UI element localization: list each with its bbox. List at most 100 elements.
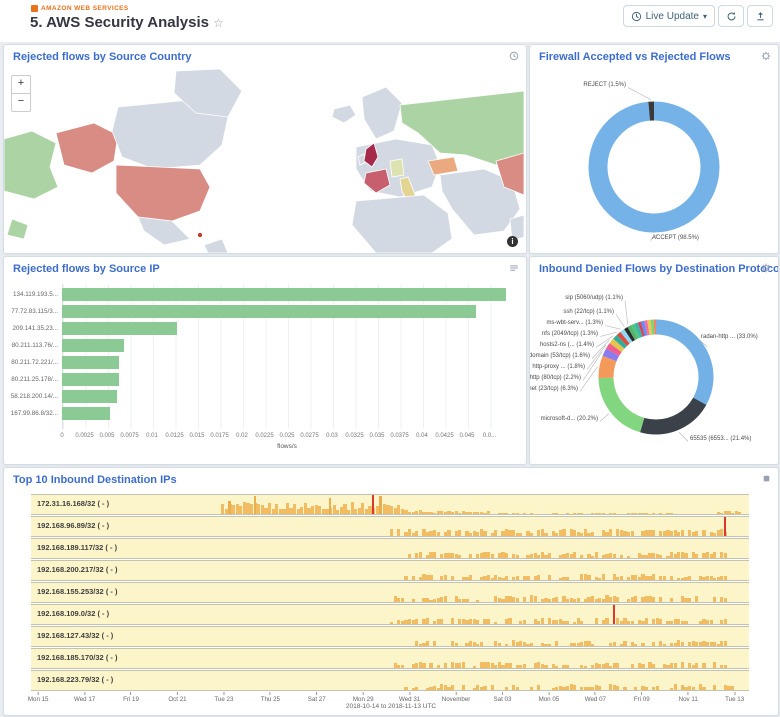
- activity-bar: [537, 684, 541, 690]
- time-tick-mark: [269, 692, 271, 695]
- activity-bar: [551, 663, 555, 668]
- share-button[interactable]: [747, 5, 773, 27]
- world-map[interactable]: + − i: [4, 69, 526, 253]
- map-country-france[interactable]: [363, 168, 391, 194]
- activity-bar: [648, 575, 652, 580]
- heat-row[interactable]: 192.168.155.253/32 ( - ): [31, 582, 749, 603]
- map-country-mexico[interactable]: [137, 216, 191, 246]
- heat-row[interactable]: 192.168.185.170/32 ( - ): [31, 648, 749, 669]
- activity-bar: [526, 555, 530, 558]
- grid-icon[interactable]: [762, 474, 771, 483]
- activity-bar: [415, 531, 419, 536]
- refresh-button[interactable]: [718, 5, 744, 27]
- activity-bar: [468, 532, 473, 536]
- heat-row[interactable]: 192.168.223.79/32 ( - ): [31, 670, 749, 691]
- activity-bar: [454, 596, 458, 602]
- map-country-ukraine[interactable]: [427, 156, 459, 176]
- gear-icon[interactable]: [761, 263, 771, 273]
- heat-row[interactable]: 192.168.127.43/32 ( - ): [31, 626, 749, 647]
- bar[interactable]: [62, 288, 506, 301]
- activity-bar: [530, 553, 534, 558]
- bar[interactable]: [62, 390, 117, 403]
- zoom-out-button[interactable]: −: [11, 94, 31, 112]
- map-se-asia[interactable]: [509, 214, 524, 242]
- bar[interactable]: [62, 339, 125, 352]
- activity-bar: [350, 502, 354, 514]
- donut-slice-other-8[interactable]: [598, 319, 714, 435]
- map-country-iceland[interactable]: [331, 104, 357, 124]
- map-scandinavia[interactable]: [361, 86, 403, 140]
- activity-bar: [275, 503, 279, 514]
- panel-title[interactable]: Rejected flows by Source IP: [13, 263, 160, 275]
- activity-bar: [569, 529, 573, 536]
- map-country-uk[interactable]: [363, 142, 379, 168]
- activity-bar: [547, 575, 552, 580]
- heat-row[interactable]: 192.168.189.117/32 ( - ): [31, 538, 749, 559]
- map-country-alaska-wrap[interactable]: [495, 152, 524, 196]
- donut-slice-65535[interactable]: [598, 319, 714, 435]
- x-tick-label: 0.0025: [75, 433, 94, 439]
- map-attribution-icon[interactable]: i: [507, 236, 518, 247]
- map-country-russia-east[interactable]: [4, 130, 59, 200]
- time-tick-mark: [362, 692, 364, 695]
- activity-bar: [490, 663, 494, 668]
- map-country-russia[interactable]: [399, 90, 524, 166]
- map-country-germany[interactable]: [389, 158, 405, 178]
- bar[interactable]: [62, 356, 119, 369]
- heat-row[interactable]: 192.168.200.217/32 ( - ): [31, 560, 749, 581]
- map-caribbean-dot[interactable]: [197, 232, 203, 238]
- map-country-usa[interactable]: [115, 164, 211, 222]
- activity-bar: [490, 532, 494, 536]
- donut-slice-reject[interactable]: [588, 101, 720, 233]
- gear-icon[interactable]: [761, 51, 771, 61]
- activity-bar: [687, 685, 692, 690]
- activity-bar: [659, 531, 663, 536]
- activity-bar: [519, 664, 523, 668]
- list-icon[interactable]: [509, 263, 519, 273]
- activity-bar: [670, 663, 674, 668]
- panel-firewall-accepted-vs-rejected: Firewall Accepted vs Rejected Flows ACCE…: [529, 44, 779, 254]
- heat-row[interactable]: 192.168.109.0/32 ( - ): [31, 604, 749, 625]
- activity-bar: [709, 619, 713, 624]
- activity-bar: [221, 503, 225, 514]
- map-south-america[interactable]: [203, 238, 229, 253]
- panel-title[interactable]: Firewall Accepted vs Rejected Flows: [539, 51, 731, 63]
- activity-bar: [652, 513, 656, 514]
- bar-chart: 134.119.193.5... 77.72.83.115/3... 209.141…: [4, 286, 526, 422]
- donut-slice-accept[interactable]: [588, 101, 720, 233]
- map-land-wrap[interactable]: [6, 218, 29, 240]
- activity-bar: [630, 596, 634, 602]
- live-update-button[interactable]: Live Update ▾: [622, 5, 715, 27]
- heat-row[interactable]: 172.31.16.168/32 ( - ): [31, 494, 749, 515]
- x-axis-ticks: 0 0.0025 0.005 0.0075 0.01 0.0125 0.015 0.0175 0…: [60, 433, 512, 443]
- map-africa[interactable]: [351, 194, 453, 253]
- time-tick-label: Sat 27: [307, 696, 326, 703]
- time-tick-label: Tue 23: [214, 696, 234, 703]
- panel-title[interactable]: Inbound Denied Flows by Destination Prot…: [539, 263, 779, 275]
- bar[interactable]: [62, 322, 178, 335]
- activity-bar: [368, 505, 372, 514]
- activity-bar: [332, 505, 336, 514]
- activity-bar: [619, 555, 623, 558]
- bar[interactable]: [62, 407, 110, 420]
- bar-row: 80.211.25.178/...: [4, 371, 526, 388]
- activity-bar: [386, 504, 390, 514]
- heat-row[interactable]: 192.168.96.89/32 ( - ): [31, 516, 749, 537]
- map-country-alaska[interactable]: [55, 122, 119, 174]
- panel-title[interactable]: Top 10 Inbound Destination IPs: [13, 474, 177, 486]
- activity-bar: [508, 663, 512, 668]
- time-icon[interactable]: [509, 51, 519, 61]
- bar[interactable]: [62, 305, 476, 318]
- activity-bar: [695, 641, 699, 646]
- favorite-star-icon[interactable]: ☆: [212, 16, 224, 30]
- zoom-in-button[interactable]: +: [11, 75, 31, 94]
- activity-bar: [583, 574, 588, 580]
- bar[interactable]: [62, 373, 119, 386]
- donut-slice-telnet[interactable]: [598, 319, 714, 435]
- map-country-greenland[interactable]: [173, 69, 243, 118]
- activity-bar: [601, 513, 606, 514]
- map-asia[interactable]: [439, 168, 521, 236]
- firewall-donut-chart: ACCEPT (98.5%) REJECT (1.5%): [530, 69, 778, 253]
- panel-title[interactable]: Rejected flows by Source Country: [13, 51, 192, 63]
- activity-bar: [626, 531, 631, 536]
